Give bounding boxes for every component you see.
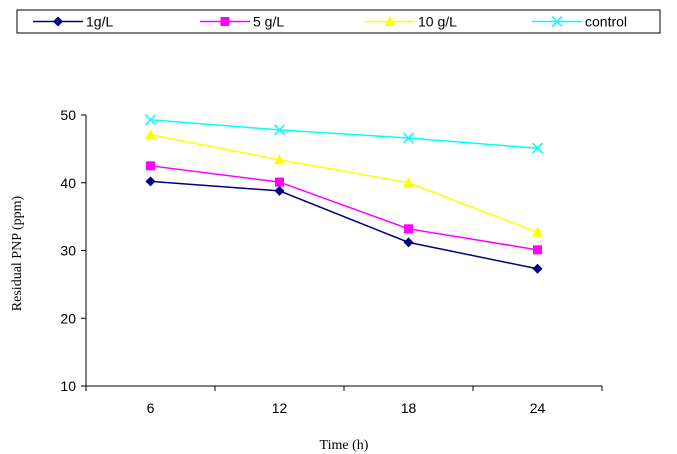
data-point: [533, 245, 542, 255]
legend-item: 1g/L: [33, 14, 113, 30]
data-point: [146, 161, 155, 171]
series-0: [145, 176, 543, 274]
y-axis-title: Residual PNP (ppm): [10, 195, 25, 311]
y-tick-label: 20: [60, 310, 76, 326]
data-point: [144, 114, 157, 126]
series-line: [150, 180, 538, 270]
legend-marker: [384, 16, 396, 26]
data-point: [275, 177, 284, 187]
series-line: [150, 133, 538, 233]
data-point: [145, 176, 156, 187]
legend-item: 10 g/L: [365, 14, 457, 30]
data-point: [273, 124, 286, 136]
series-2: [145, 129, 543, 237]
x-axis-title: Time (h): [320, 438, 369, 453]
legend-label: 5 g/L: [253, 14, 284, 30]
series-3: [144, 114, 544, 154]
legend-item: 5 g/L: [200, 14, 284, 30]
data-point: [145, 129, 156, 140]
x-tick-label: 6: [147, 400, 155, 416]
legend-item: control: [532, 14, 627, 30]
data-point: [403, 177, 414, 188]
legend-marker: [220, 17, 230, 26]
plot-area: 10 20 30 40 50 6 12 18 24: [60, 107, 603, 416]
y-tick-label: 50: [60, 107, 76, 123]
y-tick-label: 10: [60, 378, 76, 394]
data-point: [532, 263, 543, 274]
legend-marker: [551, 15, 563, 28]
x-tick-label: 24: [530, 400, 546, 416]
series-line: [150, 118, 538, 149]
series-1: [146, 161, 542, 255]
legend-box: [16, 9, 661, 34]
legend-label: control: [585, 14, 627, 30]
data-point: [403, 237, 414, 248]
data-point: [274, 185, 285, 196]
data-point: [531, 142, 544, 154]
legend-marker: [53, 16, 63, 27]
legend: 1g/L 5 g/L 10 g/L control: [16, 9, 661, 34]
x-tick-label: 12: [272, 400, 288, 416]
data-point: [274, 154, 285, 165]
data-point: [532, 226, 543, 237]
x-tick-label: 18: [401, 400, 417, 416]
data-point: [404, 224, 413, 234]
y-tick-label: 40: [60, 175, 76, 191]
legend-label: 10 g/L: [418, 14, 457, 30]
data-point: [402, 132, 415, 144]
series-line: [150, 165, 538, 251]
y-tick-label: 30: [60, 243, 76, 259]
legend-label: 1g/L: [86, 14, 113, 30]
